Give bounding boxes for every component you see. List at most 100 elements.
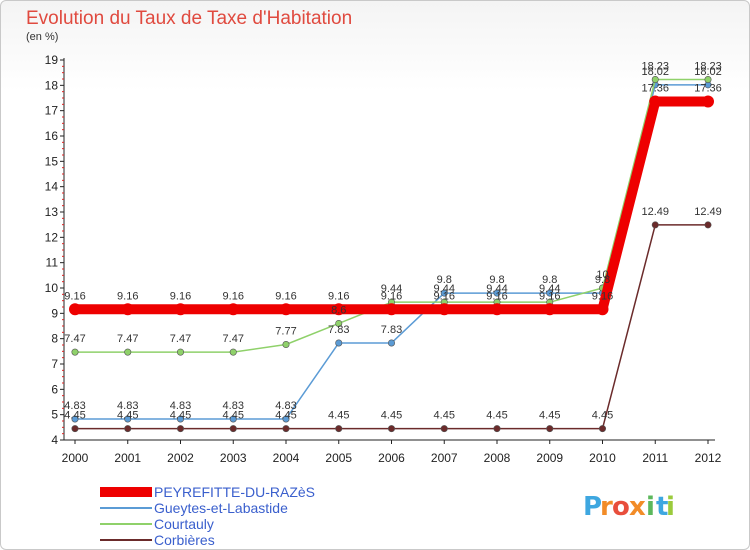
x-tick-label: 2011 — [642, 451, 668, 465]
data-point — [546, 425, 554, 433]
y-tick-label: 17 — [45, 104, 59, 118]
data-label: 9.16 — [170, 290, 191, 302]
data-point — [124, 425, 132, 433]
y-tick-label: 11 — [46, 256, 59, 270]
y-tick-label: 18 — [45, 78, 59, 92]
y-tick-label: 14 — [45, 180, 59, 194]
data-label: 12.49 — [694, 206, 722, 218]
data-label: 7.47 — [64, 333, 85, 345]
logo-letter: i — [646, 492, 655, 522]
data-point — [227, 303, 240, 316]
data-point — [491, 303, 503, 316]
legend-label: PEYREFITTE-DU-RAZèS — [154, 484, 315, 500]
data-point — [71, 425, 79, 433]
data-point — [124, 348, 132, 356]
data-point — [335, 319, 343, 327]
data-label: 7.47 — [223, 333, 244, 345]
data-label: 4.45 — [275, 410, 296, 422]
proxiti-logo: Pr o x i ti — [583, 492, 675, 522]
data-label: 17.36 — [694, 83, 722, 95]
data-label: 9.8 — [437, 274, 452, 286]
data-point — [332, 303, 345, 316]
data-point — [121, 303, 134, 316]
data-label: 7.83 — [328, 324, 349, 336]
data-label: 9.16 — [117, 290, 138, 302]
x-tick-label: 2010 — [589, 451, 616, 465]
data-label: 10 — [596, 269, 608, 281]
data-point — [124, 415, 132, 423]
x-tick-label: 2006 — [378, 451, 405, 465]
y-tick-label: 16 — [45, 129, 59, 143]
data-label: 18.02 — [694, 66, 722, 78]
y-tick-label: 19 — [45, 53, 59, 67]
data-label: 18.23 — [641, 61, 669, 73]
data-point — [596, 303, 609, 316]
x-tick-label: 2012 — [695, 451, 722, 465]
data-label: 4.45 — [434, 410, 455, 422]
data-label: 4.45 — [539, 410, 560, 422]
logo-letter: o — [612, 492, 630, 522]
y-tick-label: 4 — [51, 433, 58, 447]
data-label: 4.83 — [117, 400, 138, 412]
data-label: 4.83 — [64, 400, 85, 412]
data-point — [282, 340, 290, 348]
data-point — [387, 425, 395, 433]
y-tick-label: 6 — [51, 382, 58, 396]
axes: 4 5 6 7 8 9 10 11 12 13 14 15 16 17 18 19 2000 2001 2002 20… — [45, 53, 722, 465]
data-point — [702, 95, 714, 108]
y-tick-label: 8 — [51, 332, 58, 346]
data-label: 4.45 — [486, 410, 507, 422]
data-label: 4.45 — [64, 410, 85, 422]
logo-letter: i — [666, 492, 675, 522]
x-tick-label: 2005 — [325, 451, 352, 465]
series-lines — [69, 76, 714, 433]
legend: PEYREFITTE-DU-RAZèSGueytes-et-LabastideC… — [100, 484, 315, 548]
data-label: 7.77 — [275, 325, 296, 337]
data-label: 9.16 — [223, 290, 244, 302]
data-label: 9.16 — [434, 290, 455, 302]
data-point — [493, 425, 501, 433]
data-label: 18.23 — [694, 61, 722, 73]
data-point — [493, 289, 501, 297]
data-label: 18.02 — [641, 66, 669, 78]
data-point — [282, 415, 290, 423]
data-label: 9.8 — [489, 274, 504, 286]
x-tick-label: 2004 — [273, 451, 300, 465]
data-label: 9.44 — [434, 283, 455, 295]
y-tick-label: 13 — [45, 205, 59, 219]
data-point — [438, 303, 451, 316]
data-label: 9.16 — [539, 290, 560, 302]
data-label: 4.45 — [381, 410, 402, 422]
data-label: 4.45 — [328, 410, 349, 422]
y-tick-label: 5 — [51, 408, 58, 422]
logo-letter: r — [600, 492, 613, 522]
data-label: 7.47 — [117, 333, 138, 345]
data-point — [177, 425, 185, 433]
y-tick-label: 12 — [45, 230, 59, 244]
x-tick-label: 2003 — [220, 451, 247, 465]
legend-label: Courtauly — [154, 516, 214, 532]
y-tick-label: 15 — [45, 154, 59, 168]
data-label: 9.16 — [592, 290, 613, 302]
data-label: 9.44 — [539, 283, 560, 295]
data-label: 9.16 — [64, 290, 85, 302]
series-line-1 — [70, 96, 713, 315]
data-point — [649, 95, 662, 108]
data-point — [229, 415, 237, 423]
data-point — [335, 339, 343, 347]
data-point — [385, 303, 398, 316]
data-point — [71, 415, 79, 423]
y-tick-label: 10 — [45, 281, 59, 295]
x-tick-label: 2008 — [484, 451, 511, 465]
x-tick-label: 2002 — [167, 451, 194, 465]
data-point — [704, 76, 712, 84]
x-tick-label: 2000 — [62, 451, 89, 465]
data-label: 9.8 — [595, 274, 610, 286]
data-point — [282, 425, 290, 433]
data-point — [229, 348, 237, 356]
data-point — [280, 303, 292, 316]
data-point — [546, 289, 554, 297]
data-label: 4.45 — [223, 410, 244, 422]
